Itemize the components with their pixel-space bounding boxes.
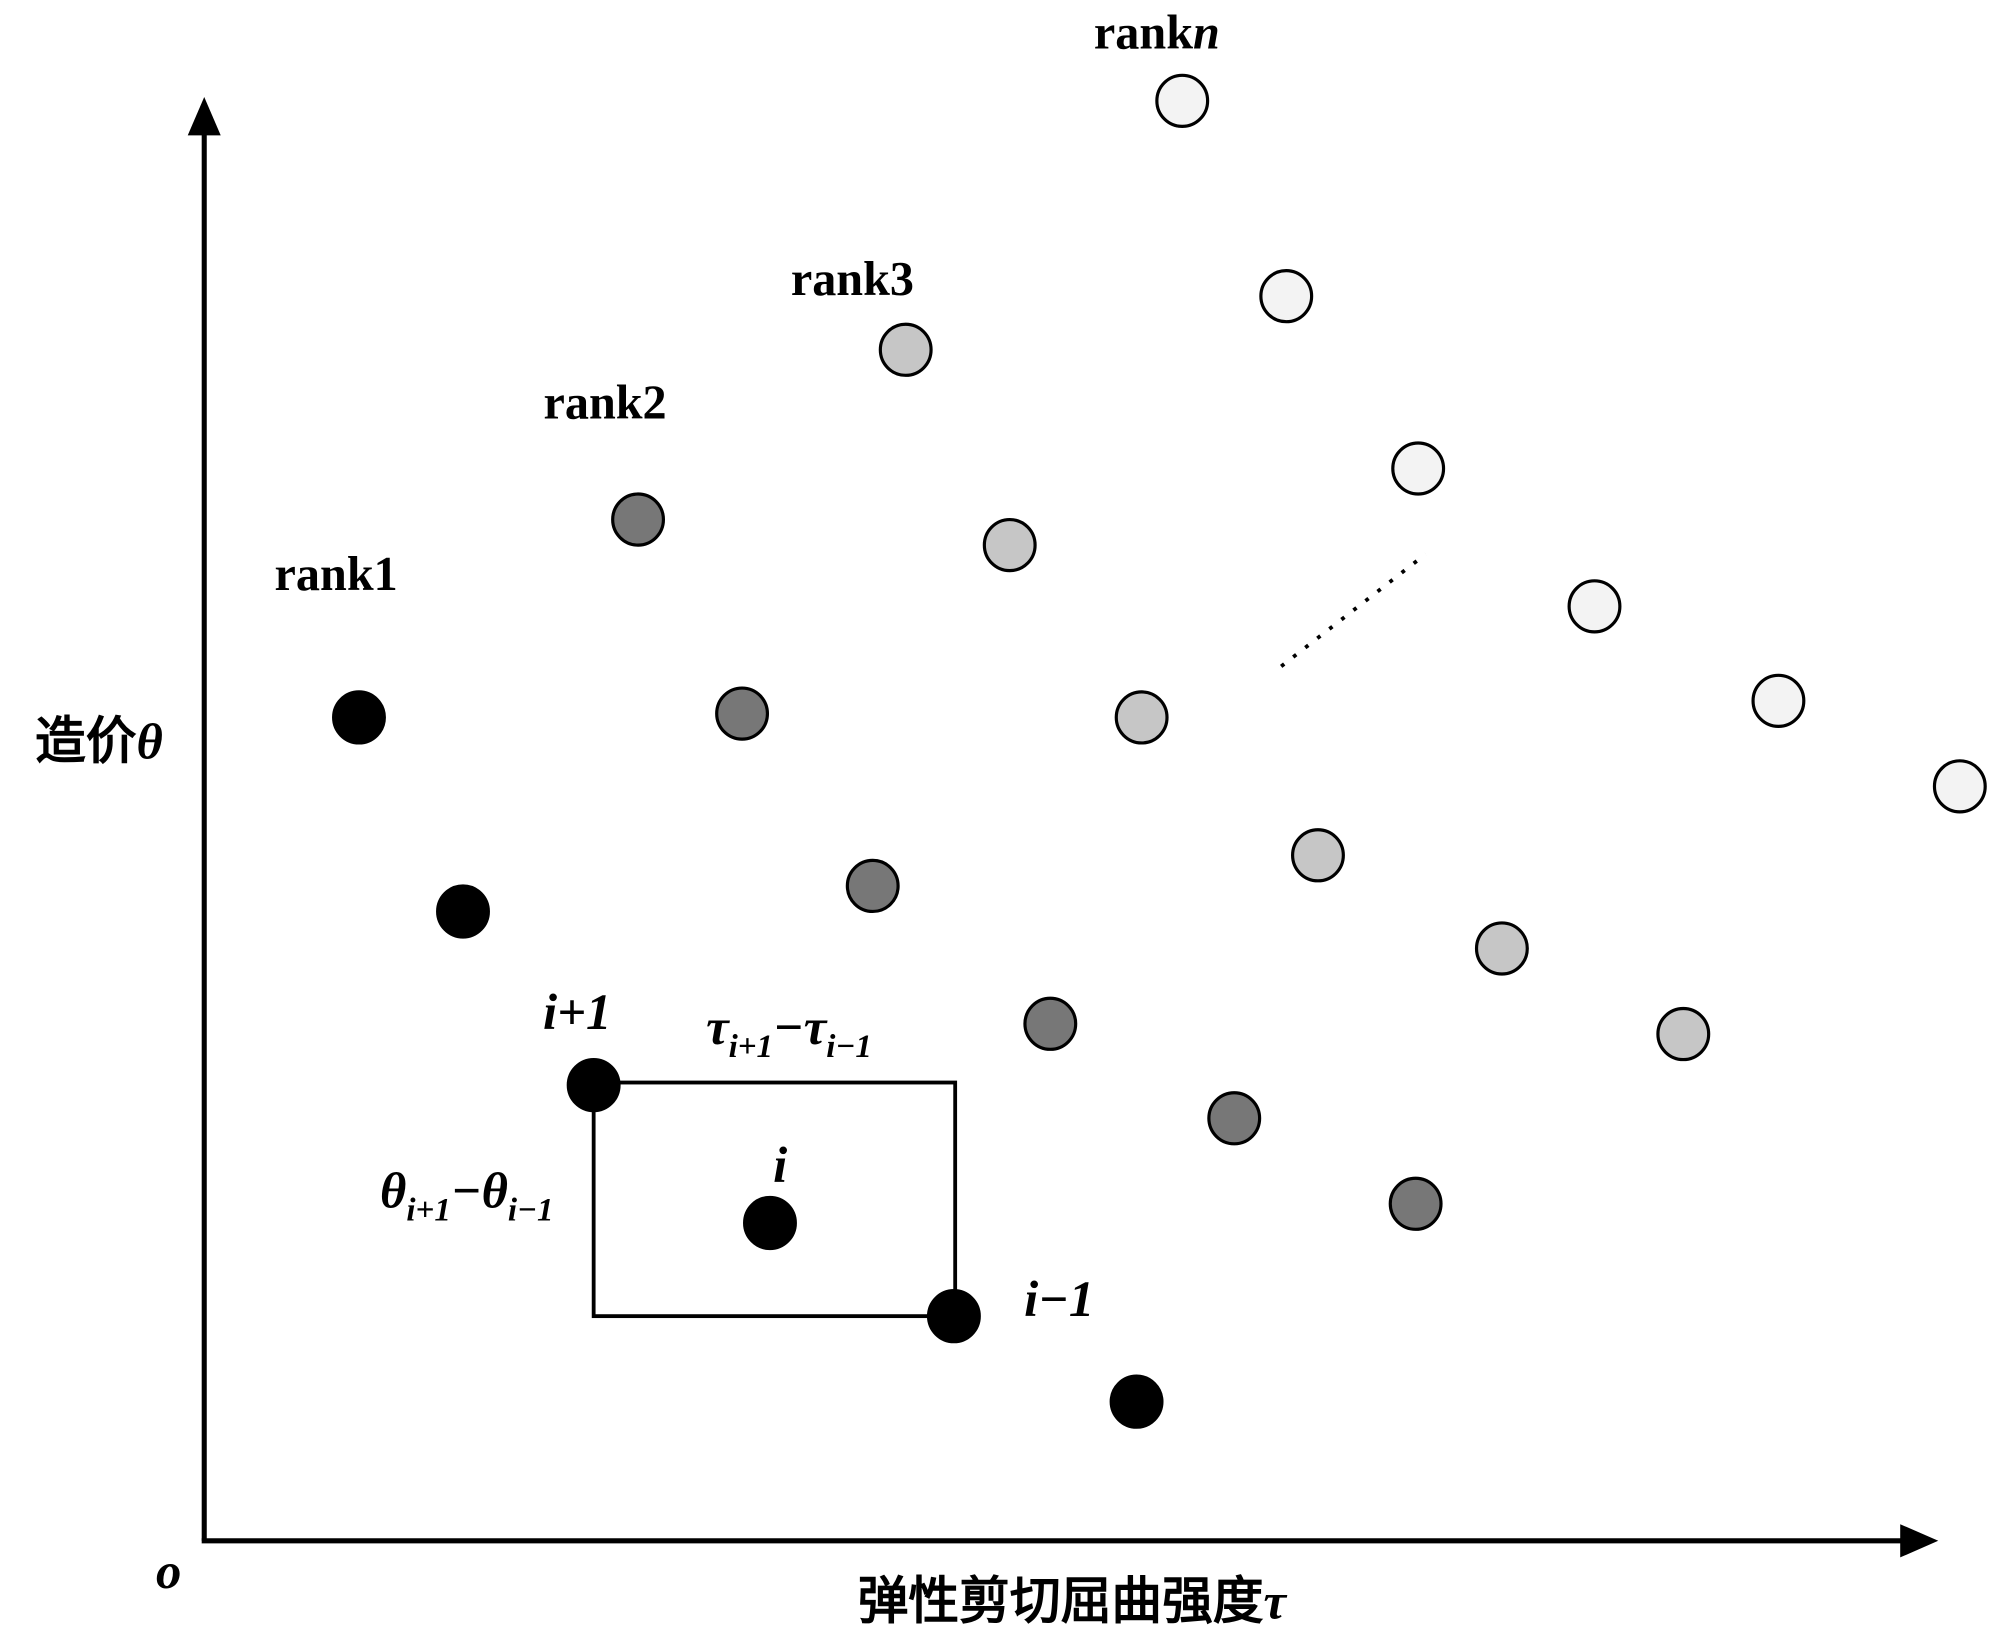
subscript: i+1 — [729, 1029, 773, 1065]
solution-point — [926, 1289, 981, 1344]
solution-point — [715, 686, 770, 741]
solution-point — [1259, 269, 1314, 324]
rank-symbol: n — [1193, 6, 1220, 59]
solution-point — [878, 322, 933, 377]
symbol: τ — [706, 1000, 730, 1056]
solution-point — [1155, 73, 1210, 128]
rank-label: rank2 — [543, 377, 666, 430]
subscript: i−1 — [826, 1029, 872, 1065]
y-axis-symbol: θ — [137, 714, 163, 770]
solution-point — [566, 1057, 621, 1113]
solution-point — [1567, 579, 1622, 634]
point-label: i+1 — [543, 985, 611, 1041]
x-axis-text: 弹性剪切屈曲强度 — [858, 1573, 1264, 1632]
x-axis-symbol: τ — [1264, 1575, 1288, 1631]
solution-point — [1391, 441, 1446, 496]
solution-point — [982, 517, 1037, 573]
rank-text: rank — [1094, 6, 1193, 59]
solution-point — [1932, 759, 1987, 814]
origin-label: o — [156, 1544, 181, 1600]
points — [332, 73, 1987, 1429]
point-label: i−1 — [1024, 1272, 1094, 1328]
solution-point — [1023, 996, 1078, 1051]
subscript: i+1 — [406, 1192, 450, 1228]
ellipsis — [1280, 552, 1427, 668]
subscript: i−1 — [508, 1192, 554, 1228]
solution-point — [332, 690, 386, 745]
solution-point — [1291, 828, 1345, 883]
rank-label: rank3 — [791, 253, 914, 306]
solution-point — [743, 1195, 797, 1251]
y-arrow — [187, 97, 221, 136]
crowding-box — [591, 1080, 958, 1319]
rank-label: rank1 — [275, 548, 398, 601]
x-arrow — [1900, 1524, 1939, 1558]
solution-point — [1109, 1374, 1164, 1429]
x-axis-label: 弹性剪切屈曲强度τ — [858, 1573, 1288, 1632]
solution-point — [1474, 921, 1529, 976]
solution-point — [1751, 673, 1806, 728]
theta-difference: θi+1−θi−1 — [380, 1163, 553, 1228]
point-label: i — [773, 1138, 787, 1194]
solution-point — [1388, 1176, 1443, 1231]
symbol: θ — [380, 1163, 406, 1219]
tau-difference: τi+1−τi−1 — [706, 1000, 872, 1065]
solution-point — [845, 858, 900, 914]
solution-point — [1207, 1091, 1262, 1146]
solution-point — [436, 884, 490, 939]
solution-point — [611, 492, 666, 547]
rank-label: rankn — [1094, 6, 1220, 59]
y-axis-text: 造价 — [35, 712, 137, 771]
solution-point — [1114, 690, 1169, 745]
symbol: −τ — [773, 1000, 828, 1056]
symbol: −θ — [451, 1163, 508, 1219]
y-axis-label: 造价θ — [35, 712, 163, 771]
solution-point — [1656, 1006, 1711, 1062]
